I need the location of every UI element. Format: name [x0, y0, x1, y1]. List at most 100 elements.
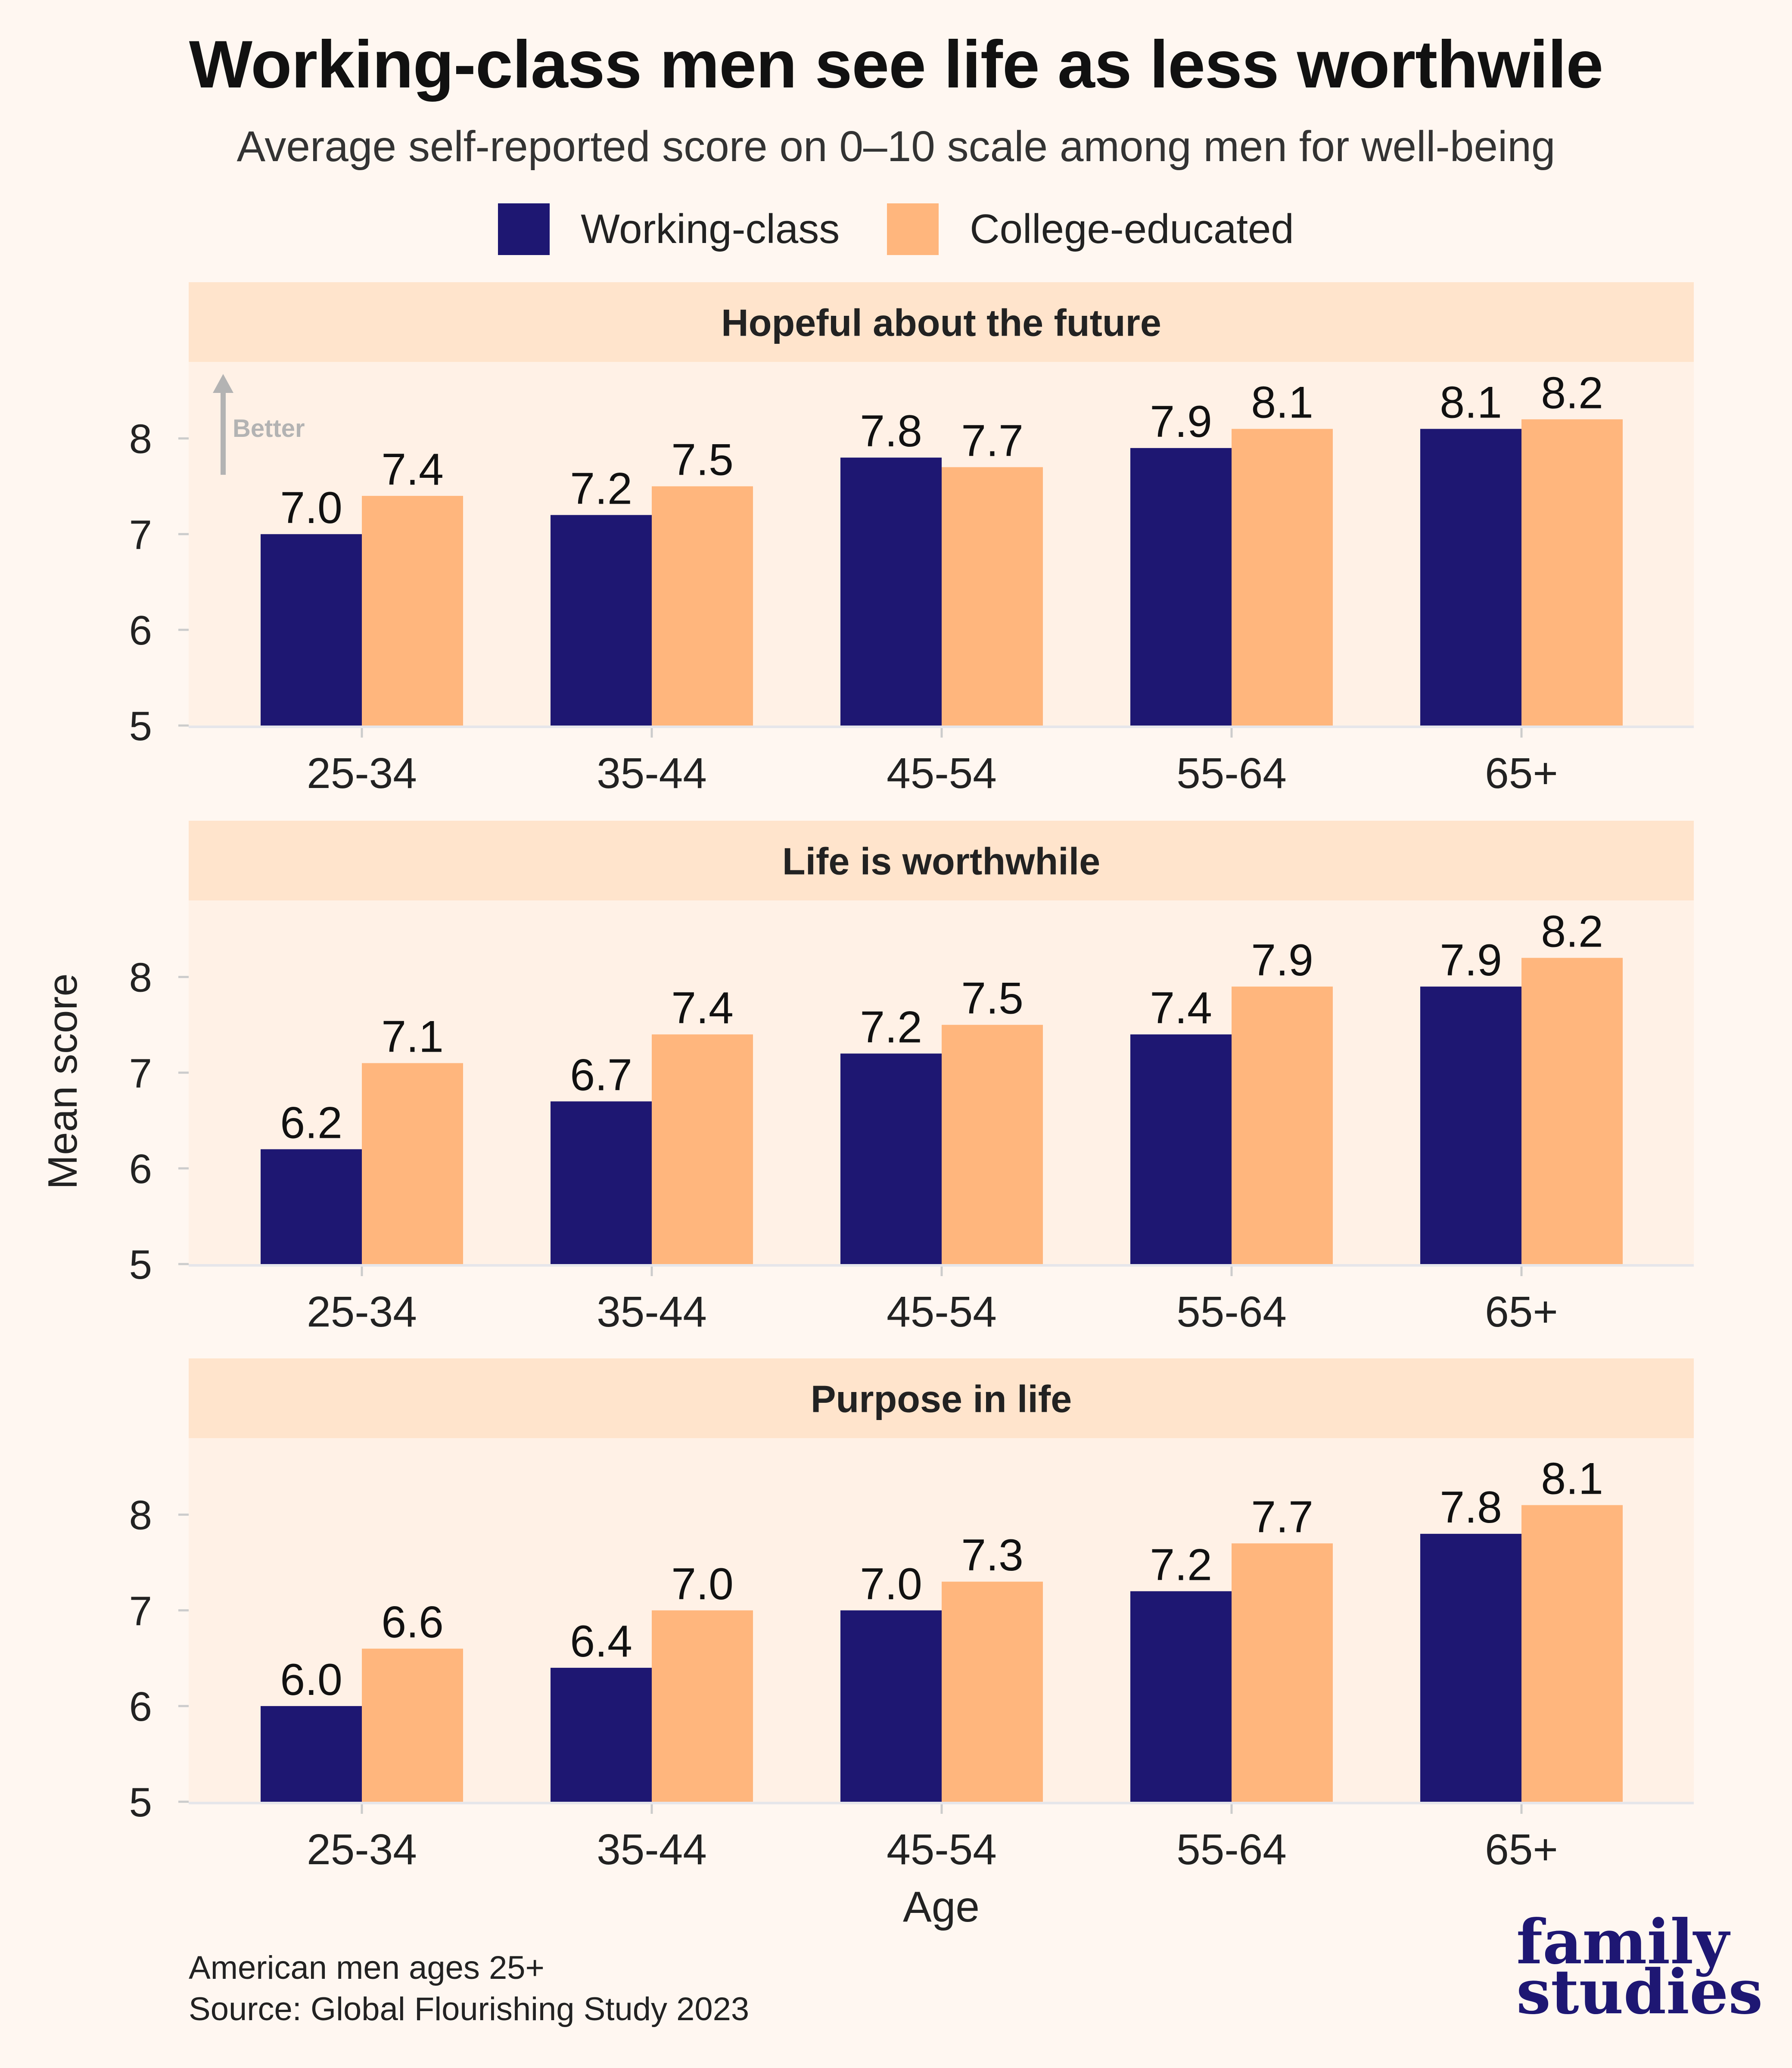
data-label: 7.4 — [1150, 983, 1212, 1033]
logo-line-studies: studies — [1516, 1956, 1763, 2028]
data-label: 8.2 — [1541, 906, 1603, 956]
data-label: 7.7 — [961, 416, 1024, 466]
data-label: 7.9 — [1251, 935, 1313, 985]
bar-working-class — [1420, 429, 1521, 726]
panel-title: Purpose in life — [811, 1378, 1072, 1420]
family-studies-logo: family studies — [1516, 1906, 1763, 2028]
data-label: 7.7 — [1251, 1492, 1313, 1542]
x-tick-label: 45-54 — [887, 1288, 997, 1336]
y-tick-label: 5 — [129, 1242, 152, 1288]
data-label: 7.8 — [860, 406, 922, 456]
panel-title: Life is worthwhile — [782, 840, 1100, 883]
bar-working-class — [261, 534, 362, 726]
data-label: 6.6 — [381, 1598, 444, 1648]
legend-swatch-college-educated — [887, 203, 939, 255]
bar-college-educated — [1521, 419, 1623, 726]
bar-working-class — [1130, 1034, 1232, 1264]
bar-working-class — [551, 1668, 652, 1802]
panel-strip — [189, 282, 1694, 362]
data-label: 7.1 — [381, 1012, 444, 1062]
x-tick-label: 25-34 — [307, 749, 417, 797]
data-label: 7.4 — [671, 983, 734, 1033]
y-tick-label: 6 — [129, 1146, 152, 1192]
chart-subtitle: Average self-reported score on 0–10 scal… — [236, 122, 1556, 171]
up-arrow-icon — [213, 374, 233, 393]
y-tick-label: 7 — [129, 1588, 152, 1634]
data-label: 6.0 — [280, 1655, 342, 1705]
data-label: 8.1 — [1541, 1454, 1603, 1504]
data-label: 6.4 — [570, 1616, 632, 1666]
data-label: 8.1 — [1440, 377, 1502, 427]
bar-working-class — [840, 458, 942, 726]
chart-title: Working-class men see life as less worth… — [189, 27, 1603, 102]
x-tick-label: 35-44 — [597, 749, 707, 797]
data-label: 7.4 — [381, 445, 444, 495]
legend-item-working-class: Working-class — [498, 203, 840, 255]
data-label: 7.9 — [1150, 397, 1212, 447]
legend-item-college-educated: College-educated — [887, 203, 1294, 255]
bar-college-educated — [652, 1610, 753, 1802]
x-tick-label: 45-54 — [887, 749, 997, 797]
bar-working-class — [551, 1101, 652, 1264]
x-tick-label: 65+ — [1485, 1288, 1558, 1336]
y-tick-label: 6 — [129, 607, 152, 654]
data-label: 8.2 — [1541, 368, 1603, 418]
footnote-source: Source: Global Flourishing Study 2023 — [189, 1991, 750, 2028]
data-label: 7.0 — [280, 483, 342, 533]
x-tick-label: 65+ — [1485, 749, 1558, 797]
logo-line-family: family — [1516, 1906, 1729, 1978]
x-tick-label: 55-64 — [1176, 1825, 1287, 1874]
y-tick-label: 5 — [129, 1779, 152, 1825]
bar-college-educated — [942, 467, 1043, 726]
bar-working-class — [1130, 1591, 1232, 1802]
x-tick-label: 55-64 — [1176, 1288, 1287, 1336]
footnote-population: American men ages 25+ — [189, 1950, 544, 1986]
bar-college-educated — [1232, 429, 1333, 726]
bar-college-educated — [652, 1034, 753, 1264]
data-label: 7.2 — [570, 464, 632, 514]
x-tick-label: 25-34 — [307, 1825, 417, 1874]
bar-working-class — [261, 1706, 362, 1802]
data-label: 7.2 — [860, 1002, 922, 1052]
y-tick-label: 6 — [129, 1684, 152, 1730]
bar-working-class — [1130, 448, 1232, 726]
y-tick-label: 7 — [129, 1050, 152, 1096]
x-tick-label: 35-44 — [597, 1825, 707, 1874]
bar-college-educated — [1232, 1543, 1333, 1802]
bar-college-educated — [652, 486, 753, 726]
panel-strip — [189, 821, 1694, 900]
x-tick-label: 55-64 — [1176, 749, 1287, 797]
legend-label-college-educated: College-educated — [970, 206, 1294, 252]
y-tick-label: 8 — [129, 1492, 152, 1539]
bar-college-educated — [362, 1063, 463, 1264]
y-axis-title: Mean score — [40, 973, 86, 1190]
bar-working-class — [551, 515, 652, 726]
better-annotation: Better — [233, 414, 305, 442]
panel-title: Hopeful about the future — [721, 302, 1161, 344]
bar-college-educated — [362, 1648, 463, 1802]
bar-working-class — [840, 1053, 942, 1264]
y-tick-label: 8 — [129, 955, 152, 1001]
data-label: 7.5 — [961, 974, 1024, 1024]
bar-working-class — [261, 1149, 362, 1264]
x-tick-label: 35-44 — [597, 1288, 707, 1336]
data-label: 7.9 — [1440, 935, 1502, 985]
data-label: 7.8 — [1440, 1482, 1502, 1532]
legend-swatch-working-class — [498, 203, 550, 255]
x-axis-title: Age — [903, 1883, 980, 1931]
y-tick-label: 8 — [129, 416, 152, 462]
bar-working-class — [1420, 986, 1521, 1264]
data-label: 7.3 — [961, 1530, 1024, 1580]
x-tick-label: 45-54 — [887, 1825, 997, 1874]
data-label: 6.7 — [570, 1050, 632, 1100]
bar-college-educated — [1232, 986, 1333, 1264]
data-label: 7.2 — [1150, 1540, 1212, 1590]
data-label: 6.2 — [280, 1098, 342, 1148]
bar-college-educated — [942, 1025, 1043, 1264]
data-label: 7.0 — [860, 1559, 922, 1609]
data-label: 8.1 — [1251, 377, 1313, 427]
data-label: 7.5 — [671, 435, 734, 485]
panel-strip — [189, 1358, 1694, 1438]
